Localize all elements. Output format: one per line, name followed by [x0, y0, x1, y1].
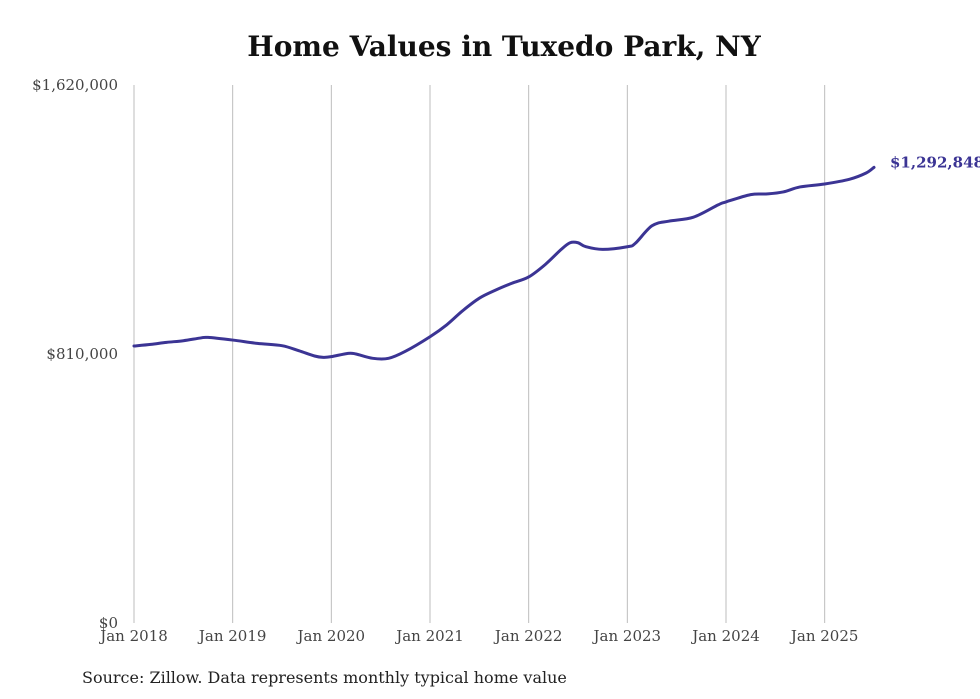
y-tick-label: $0	[99, 614, 118, 632]
x-tick-label: Jan 2022	[493, 627, 563, 645]
x-tick-label: Jan 2018	[98, 627, 168, 645]
x-tick-label: Jan 2021	[394, 627, 464, 645]
x-tick-label: Jan 2023	[592, 627, 662, 645]
x-axis-ticks: Jan 2018 Jan 2019 Jan 2020 Jan 2021 Jan 2022…	[98, 627, 858, 645]
x-tick-label: Jan 2019	[197, 627, 267, 645]
series-line	[132, 165, 876, 361]
y-tick-label: $810,000	[46, 345, 118, 363]
chart-title: Home Values in Tuxedo Park, NY	[247, 30, 761, 63]
x-tick-label: Jan 2024	[690, 627, 760, 645]
x-tick-label: Jan 2025	[789, 627, 859, 645]
end-value-label: $1,292,848	[890, 153, 980, 171]
series-layer: $1,292,848	[132, 153, 980, 361]
x-tick-label: Jan 2020	[296, 627, 366, 645]
gridlines	[133, 85, 826, 623]
y-tick-label: $1,620,000	[32, 76, 118, 94]
y-axis-ticks: $0 $810,000 $1,620,000	[32, 76, 118, 632]
source-note: Source: Zillow. Data represents monthly …	[82, 668, 567, 687]
